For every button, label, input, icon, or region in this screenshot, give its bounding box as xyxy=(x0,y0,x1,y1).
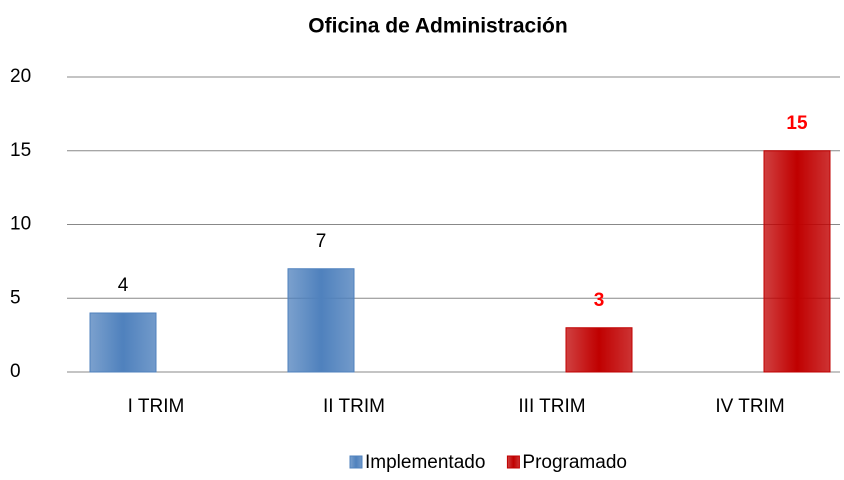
legend-swatch xyxy=(506,455,520,469)
y-tick-label: 10 xyxy=(10,214,31,235)
y-tick-label: 20 xyxy=(10,66,31,87)
x-tick-label: I TRIM xyxy=(128,396,185,417)
bar xyxy=(763,150,831,373)
y-tick-label: 0 xyxy=(10,361,21,382)
x-tick-label: III TRIM xyxy=(518,396,585,417)
legend-label: Implementado xyxy=(365,452,485,473)
y-tick-label: 5 xyxy=(10,287,21,308)
data-label: 3 xyxy=(594,290,605,311)
bar xyxy=(287,268,355,373)
x-tick-label: II TRIM xyxy=(323,396,385,417)
data-label: 7 xyxy=(316,231,327,252)
bar xyxy=(89,312,157,373)
bar xyxy=(565,327,633,373)
legend-swatch xyxy=(349,455,363,469)
y-tick-label: 15 xyxy=(10,140,31,161)
data-label: 4 xyxy=(118,275,129,296)
legend-label: Programado xyxy=(522,452,627,473)
x-tick-label: IV TRIM xyxy=(715,396,784,417)
data-label: 15 xyxy=(786,113,808,134)
chart-title: Oficina de Administración xyxy=(308,15,567,38)
